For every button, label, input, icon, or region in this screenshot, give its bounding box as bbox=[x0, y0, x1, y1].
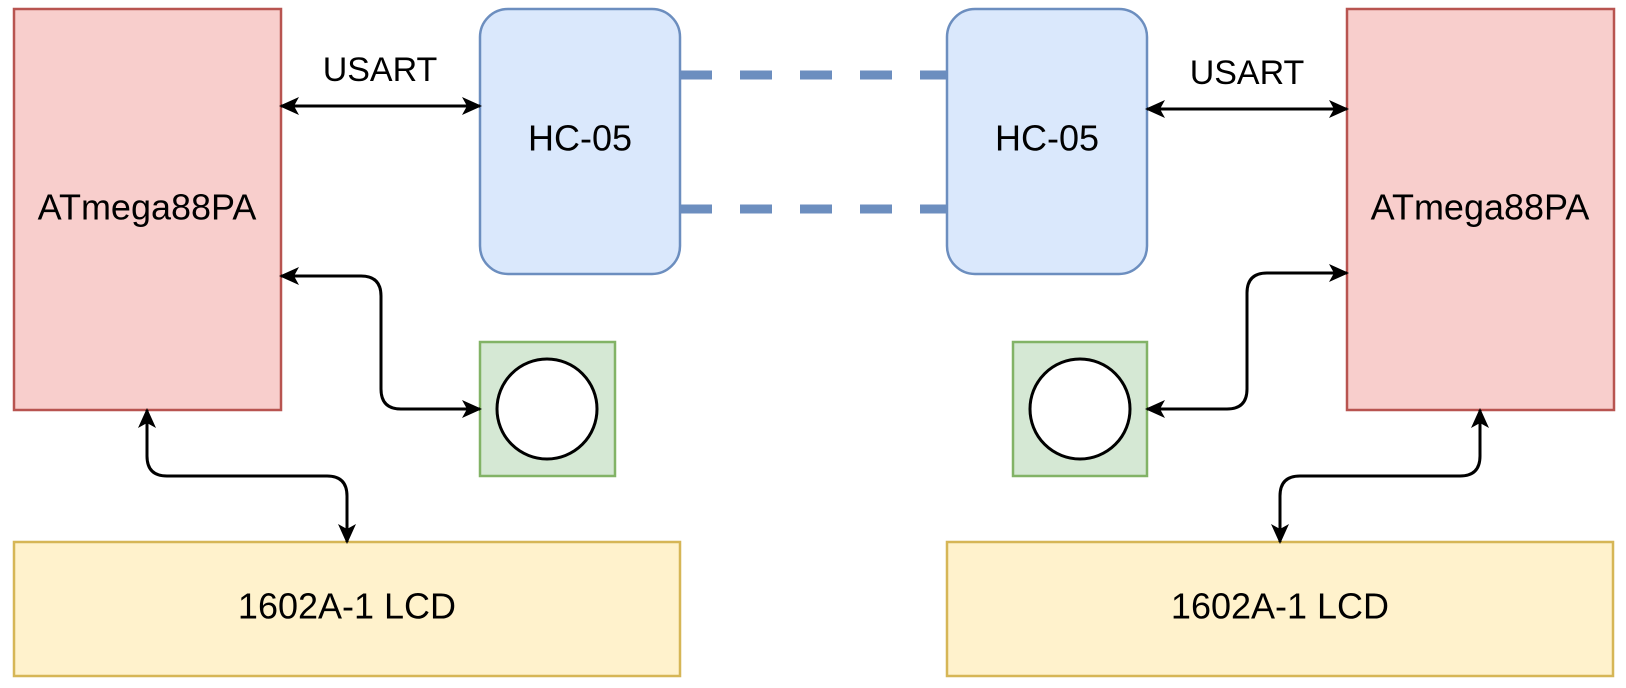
bt-left-box bbox=[478, 7, 682, 276]
mcu-right-to-lcd-right-connector bbox=[1271, 408, 1489, 544]
mcu-left-node[interactable]: ATmega88PA bbox=[12, 7, 283, 412]
mcu-left-box bbox=[12, 7, 283, 412]
bt-right-box bbox=[945, 7, 1149, 276]
mcu-right-box bbox=[1345, 7, 1616, 412]
usart-right-edge[interactable]: USART bbox=[1145, 54, 1349, 118]
button-right-node[interactable] bbox=[1011, 340, 1149, 478]
bt-right-node[interactable]: HC-05 bbox=[945, 7, 1149, 276]
usart-right-label: USART bbox=[1190, 54, 1305, 92]
button-left-circle-icon bbox=[495, 357, 599, 461]
bt-left-label: HC-05 bbox=[528, 118, 632, 159]
button-right-circle-icon bbox=[1028, 357, 1132, 461]
lcd-right-box bbox=[945, 540, 1615, 678]
lcd-left-node[interactable]: 1602A-1 LCD bbox=[12, 540, 682, 678]
lcd-right-label: 1602A-1 LCD bbox=[1171, 586, 1389, 627]
mcu-left-to-button-left-connector bbox=[279, 267, 482, 418]
bt-left-node[interactable]: HC-05 bbox=[478, 7, 682, 276]
lcd-left-box bbox=[12, 540, 682, 678]
wireless-link bbox=[680, 70, 947, 214]
usart-left-label: USART bbox=[323, 51, 438, 89]
lcd-right-node[interactable]: 1602A-1 LCD bbox=[945, 540, 1615, 678]
button-left-node[interactable] bbox=[478, 340, 617, 478]
usart-left-edge[interactable]: USART bbox=[279, 51, 482, 115]
lcd-left-label: 1602A-1 LCD bbox=[238, 586, 456, 627]
mcu-left-to-lcd-left-connector bbox=[138, 408, 356, 544]
mcu-right-to-button-right-connector bbox=[1145, 264, 1349, 418]
mcu-right-node[interactable]: ATmega88PA bbox=[1345, 7, 1616, 412]
mcu-left-label: ATmega88PA bbox=[38, 187, 257, 228]
bt-right-label: HC-05 bbox=[995, 118, 1099, 159]
mcu-right-label: ATmega88PA bbox=[1371, 187, 1590, 228]
